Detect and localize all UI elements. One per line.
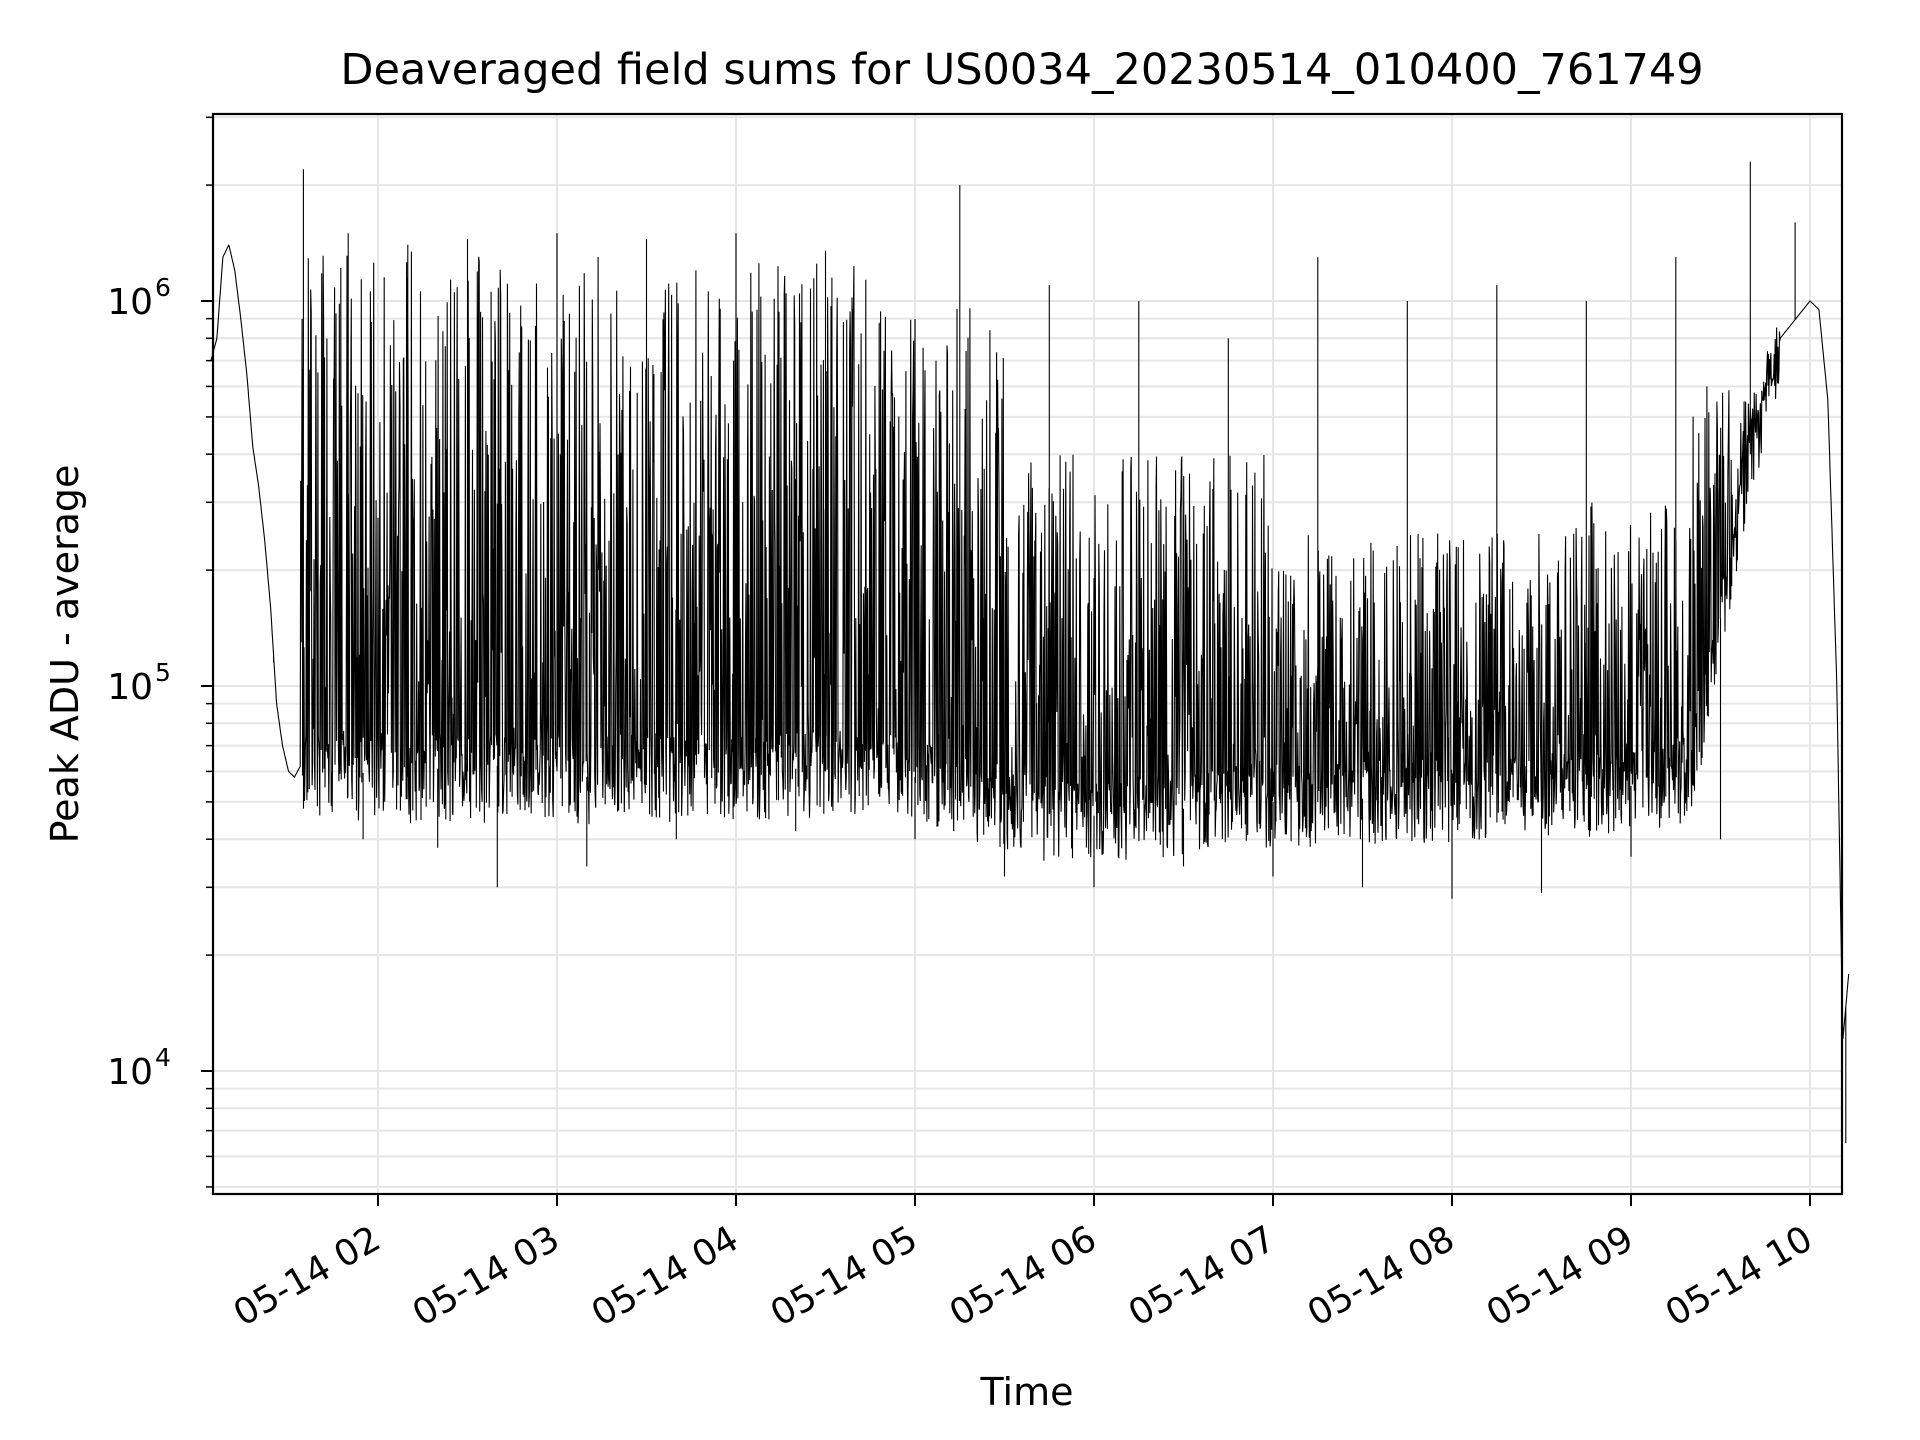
plot-frame	[211, 112, 1844, 1196]
data-line	[210, 161, 1850, 1143]
x-axis-label: Time	[980, 1370, 1074, 1414]
chart-title: Deaveraged field sums for US0034_2023051…	[340, 45, 1703, 95]
y-tick-exponent: 6	[155, 273, 171, 302]
y-tick-exponent: 4	[155, 1043, 171, 1072]
series-line	[210, 161, 1850, 1143]
y-tick-exponent: 5	[155, 658, 171, 687]
y-axis-label: Peak ADU - average	[43, 465, 87, 844]
y-tick-label: 10	[107, 667, 153, 708]
y-tick-label: 10	[107, 1052, 153, 1093]
y-tick-label: 10	[107, 282, 153, 323]
